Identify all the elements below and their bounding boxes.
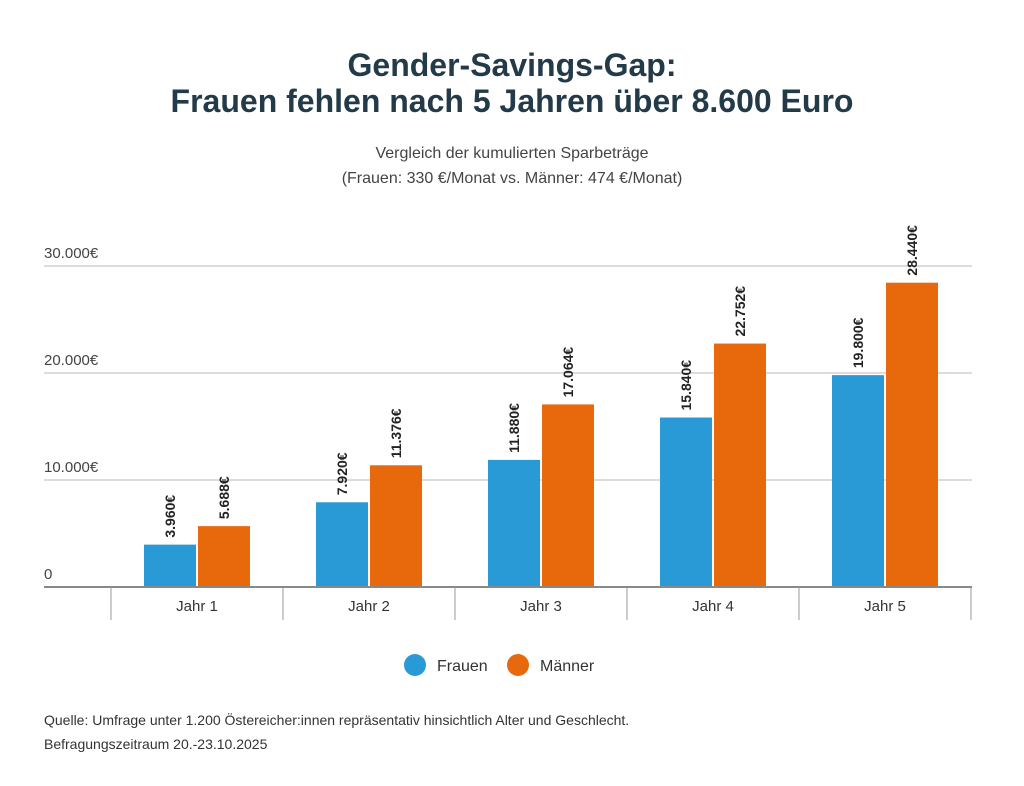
bar-frauen — [660, 417, 712, 587]
bar-frauen — [832, 375, 884, 587]
legend-marker-frauen — [404, 654, 426, 676]
chart-subtitle-line-2: (Frauen: 330 €/Monat vs. Männer: 474 €/M… — [342, 170, 683, 187]
legend-marker-männer — [507, 654, 529, 676]
y-tick-label: 10.000€ — [44, 459, 99, 476]
data-label: 11.880€ — [506, 403, 522, 453]
y-tick-label: 30.000€ — [44, 245, 99, 262]
y-tick-label: 20.000€ — [44, 352, 99, 369]
bar-männer — [370, 465, 422, 587]
legend-label-frauen: Frauen — [437, 658, 488, 675]
x-tick-label: Jahr 3 — [520, 598, 562, 615]
legend-label-männer: Männer — [540, 658, 595, 675]
data-label: 7.920€ — [334, 452, 350, 495]
y-tick-label: 0 — [44, 566, 52, 583]
x-tick-label: Jahr 4 — [692, 598, 734, 615]
source-line-1: Quelle: Umfrage unter 1.200 Östereicher:… — [44, 711, 629, 728]
data-label: 28.440€ — [904, 225, 920, 276]
bar-männer — [886, 282, 938, 587]
bar-männer — [542, 404, 594, 587]
data-label: 5.688€ — [216, 476, 232, 519]
x-tick-label: Jahr 2 — [348, 598, 390, 615]
data-label: 19.800€ — [850, 317, 866, 368]
data-label: 3.960€ — [162, 495, 178, 538]
chart-title-line-2: Frauen fehlen nach 5 Jahren über 8.600 E… — [171, 83, 854, 119]
chart-subtitle-line-1: Vergleich der kumulierten Sparbeträge — [375, 145, 648, 162]
data-label: 15.840€ — [678, 360, 694, 411]
bar-männer — [714, 343, 766, 587]
data-label: 22.752€ — [732, 286, 748, 337]
bar-männer — [198, 526, 250, 587]
chart-title-line-1: Gender-Savings-Gap: — [348, 47, 677, 83]
bar-frauen — [144, 544, 196, 587]
x-tick-label: Jahr 1 — [176, 598, 218, 615]
x-tick-label: Jahr 5 — [864, 598, 906, 615]
data-label: 11.376€ — [388, 408, 404, 458]
bar-frauen — [316, 502, 368, 587]
source-line-2: Befragungszeitraum 20.-23.10.2025 — [44, 736, 268, 752]
bar-frauen — [488, 459, 540, 587]
data-label: 17.064€ — [560, 347, 576, 398]
